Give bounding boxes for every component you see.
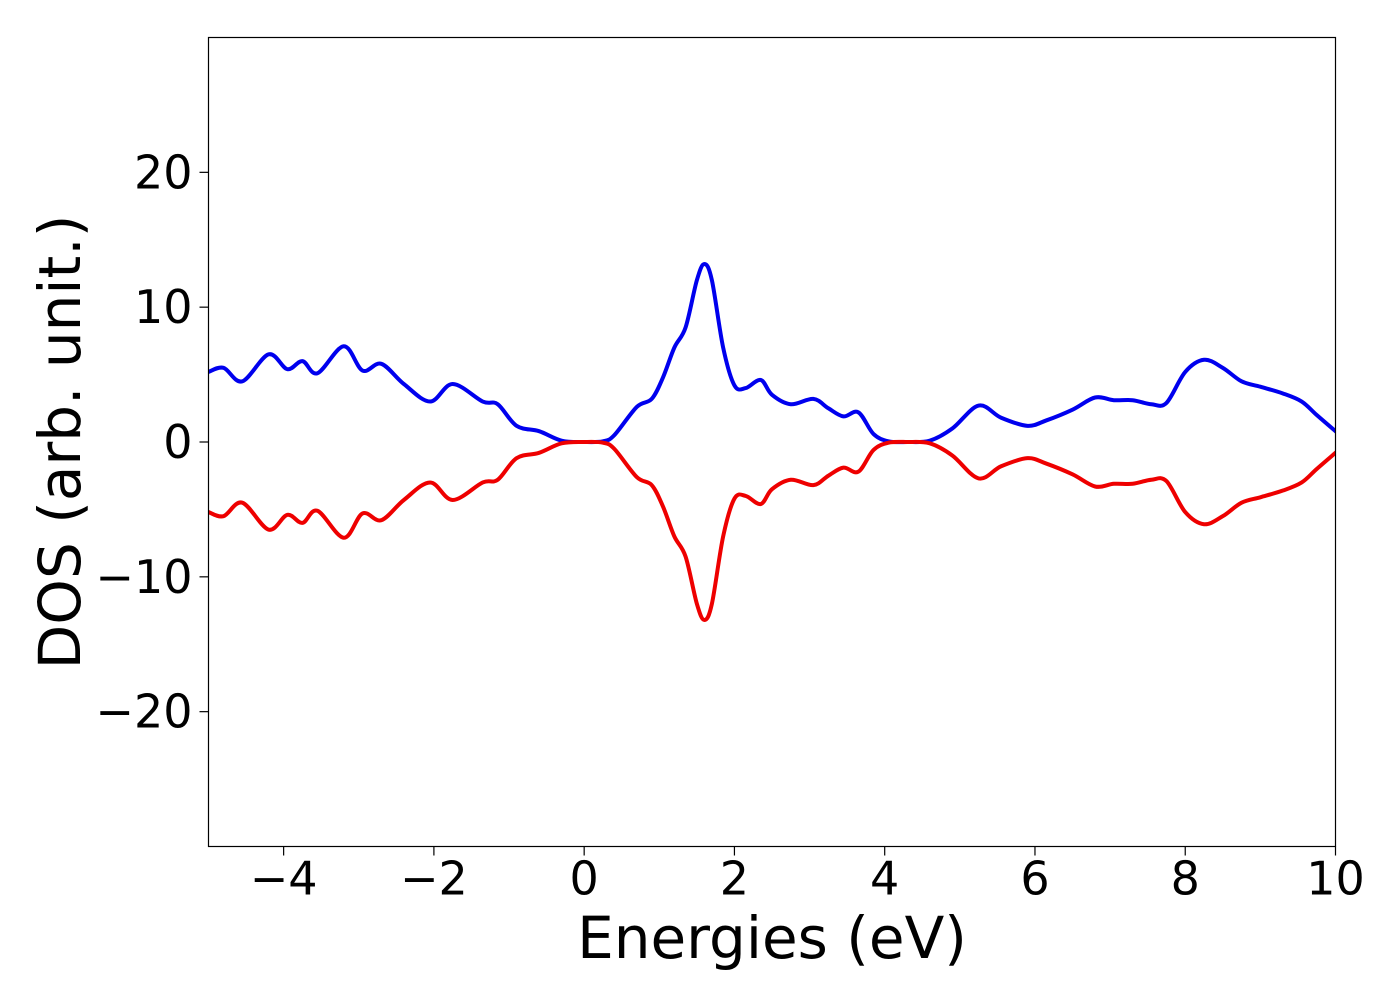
x-tick-label: 0 — [570, 852, 599, 906]
x-tick-label: 4 — [870, 852, 899, 906]
x-axis-label: Energies (eV) — [577, 904, 967, 972]
x-axis: −4 −2 0 2 4 6 8 10 — [250, 846, 1365, 906]
x-tick-label: 8 — [1171, 852, 1200, 906]
y-axis-label: DOS (arb. unit.) — [26, 215, 94, 670]
x-tick-label: 2 — [720, 852, 749, 906]
plot-area — [208, 262, 1336, 622]
axes-frame — [207, 36, 1337, 848]
y-axis: −20 −10 0 10 20 — [95, 145, 209, 739]
x-tick-label: −4 — [250, 852, 318, 906]
y-tick-label: 0 — [163, 415, 192, 469]
y-tick-label: 20 — [134, 145, 193, 199]
y-tick-label: −10 — [95, 550, 192, 604]
x-tick-label: −2 — [400, 852, 468, 906]
y-tick-label: 10 — [134, 280, 193, 334]
series-line-spin-down — [208, 439, 1336, 622]
series-line-spin-up — [208, 262, 1336, 445]
x-tick-label: 6 — [1020, 852, 1049, 906]
y-tick-label: −20 — [95, 685, 192, 739]
x-tick-label: 10 — [1306, 852, 1365, 906]
